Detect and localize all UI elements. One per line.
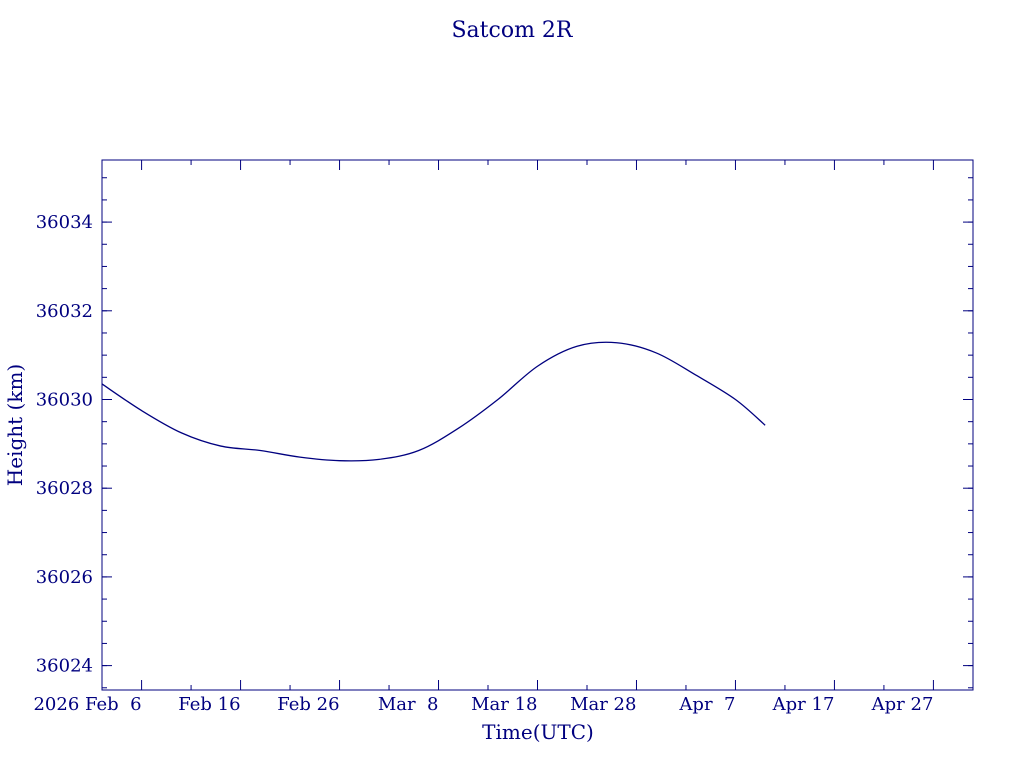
tick-labels: 36024 36026 36028 36030 36032 36034 2026 Feb 6… <box>33 212 933 715</box>
x-axis-label: Time(UTC) <box>482 720 594 744</box>
x-tick-label: 2026 Feb 6 <box>33 694 141 715</box>
y-tick-label: 36032 <box>36 301 93 322</box>
axis-ticks <box>102 160 973 690</box>
chart-title: Satcom 2R <box>451 18 573 43</box>
y-tick-label: 36026 <box>36 567 93 588</box>
plot-frame <box>101 159 974 691</box>
x-tick-label: Mar 18 <box>471 694 537 715</box>
x-tick-label: Apr 27 <box>871 694 934 715</box>
y-tick-label: 36030 <box>36 389 93 410</box>
x-tick-label: Mar 28 <box>570 694 636 715</box>
y-tick-label: 36024 <box>36 656 93 677</box>
y-axis-label: Height (km) <box>3 364 27 486</box>
y-tick-label: 36028 <box>36 478 93 499</box>
y-tick-label: 36034 <box>36 212 93 233</box>
x-tick-label: Apr 7 <box>678 694 735 715</box>
series-line <box>101 341 766 462</box>
x-tick-label: Feb 16 <box>178 694 240 715</box>
x-tick-label: Mar 8 <box>378 694 439 715</box>
x-tick-label: Apr 17 <box>772 694 835 715</box>
x-tick-label: Feb 26 <box>277 694 339 715</box>
